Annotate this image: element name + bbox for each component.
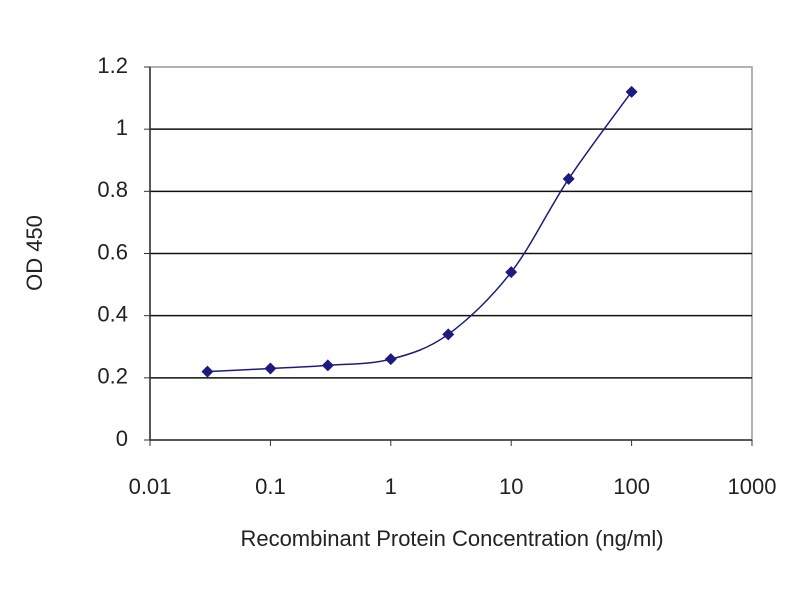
x-tick-label: 0.1 (255, 474, 286, 499)
y-axis-label: OD 450 (22, 215, 47, 291)
data-point (384, 353, 397, 366)
x-tick-label: 1000 (728, 474, 777, 499)
data-point (321, 359, 334, 372)
x-axis-label: Recombinant Protein Concentration (ng/ml… (240, 526, 663, 551)
x-tick-label: 100 (613, 474, 650, 499)
x-tick-label: 10 (499, 474, 523, 499)
y-tick-label: 1.2 (97, 53, 128, 78)
data-point (562, 172, 575, 185)
x-tick-label: 0.01 (129, 474, 172, 499)
data-point (625, 85, 638, 98)
data-point (442, 328, 455, 341)
x-tick-label: 1 (385, 474, 397, 499)
y-tick-label: 1 (116, 115, 128, 140)
data-point (201, 365, 214, 378)
y-tick-label: 0.4 (97, 301, 128, 326)
y-tick-label: 0.6 (97, 239, 128, 264)
y-tick-label: 0 (116, 426, 128, 451)
y-tick-label: 0.8 (97, 177, 128, 202)
data-point (264, 362, 277, 375)
y-tick-label: 0.2 (97, 364, 128, 389)
data-point (505, 266, 518, 279)
